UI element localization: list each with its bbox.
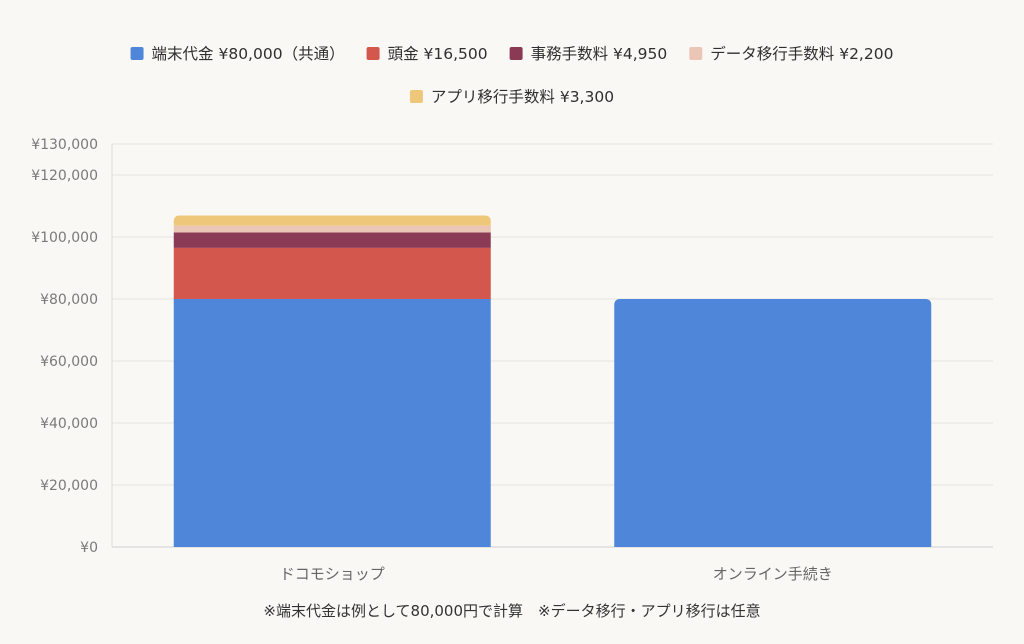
legend-label: 頭金 ¥16,500: [388, 45, 488, 63]
y-tick-label: ¥20,000: [40, 478, 98, 494]
legend-label: アプリ移行手数料 ¥3,300: [431, 88, 614, 106]
bar-segment: [173, 215, 491, 226]
legend: 端末代金 ¥80,000（共通） 頭金 ¥16,500 事務手数料 ¥4,950 デー…: [130, 44, 893, 106]
stacked-bar-chart: 端末代金 ¥80,000（共通） 頭金 ¥16,500 事務手数料 ¥4,950 デー…: [31, 44, 993, 583]
y-axis-ticks: ¥0 ¥20,000 ¥40,000 ¥60,000 ¥80,000 ¥100,000 ¥1…: [31, 137, 98, 556]
legend-swatch: [409, 90, 423, 103]
legend-label: 端末代金 ¥80,000（共通）: [152, 45, 345, 63]
legend-swatch: [689, 47, 703, 60]
y-tick-label: ¥130,000: [31, 137, 98, 153]
bar-segment: [173, 232, 491, 248]
x-axis: ドコモショップ オンライン手続き: [280, 565, 833, 583]
legend-swatch: [509, 47, 523, 60]
bar-segment: [173, 247, 491, 299]
bars: [173, 215, 932, 547]
legend-label: 事務手数料 ¥4,950: [531, 45, 668, 63]
y-tick-label: ¥60,000: [40, 354, 98, 370]
legend-swatch: [130, 47, 144, 60]
bar-segment: [173, 225, 491, 233]
legend-swatch: [366, 47, 380, 60]
y-tick-label: ¥100,000: [31, 230, 98, 246]
x-tick-label: ドコモショップ: [280, 565, 385, 583]
x-tick-label: オンライン手続き: [713, 565, 833, 583]
y-tick-label: ¥80,000: [40, 292, 98, 308]
y-tick-label: ¥40,000: [40, 416, 98, 432]
legend-label: データ移行手数料 ¥2,200: [710, 44, 893, 63]
bar-segment: [614, 299, 932, 547]
y-tick-label: ¥120,000: [31, 168, 98, 184]
footnote: ※端末代金は例として80,000円で計算 ※データ移行・アプリ移行は任意: [263, 602, 761, 620]
y-tick-label: ¥0: [80, 540, 98, 556]
bar-segment: [173, 299, 491, 547]
